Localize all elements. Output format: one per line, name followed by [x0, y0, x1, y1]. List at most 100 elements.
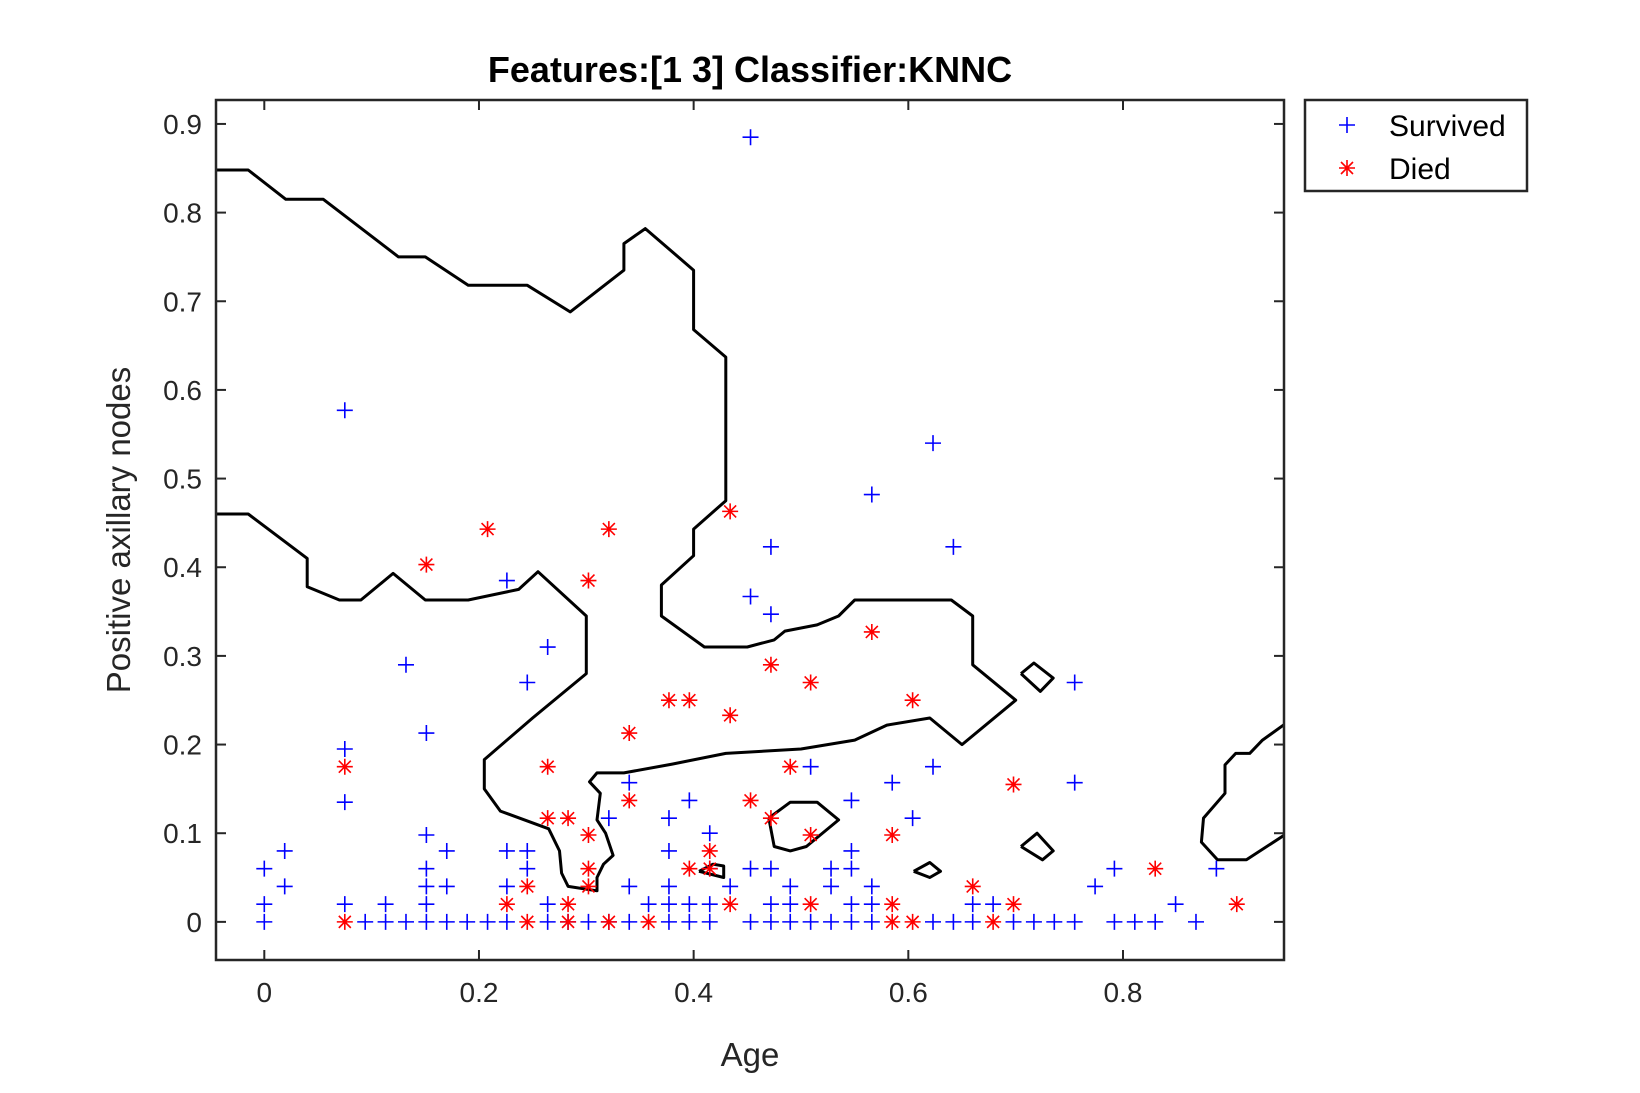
died-point — [479, 521, 496, 538]
y-tick-label: 0 — [186, 907, 202, 938]
legend: Survived Died — [1303, 98, 1529, 193]
survived-point — [681, 913, 698, 930]
survived-point — [660, 896, 677, 913]
survived-point — [762, 896, 779, 913]
survived-point — [539, 896, 556, 913]
died-point — [802, 896, 819, 913]
died-point — [621, 792, 638, 809]
survived-point — [823, 860, 840, 877]
died-point — [884, 913, 901, 930]
survived-point — [539, 639, 556, 656]
survived-point — [782, 896, 799, 913]
survived-point — [660, 842, 677, 859]
survived-point — [843, 896, 860, 913]
died-point — [884, 826, 901, 843]
survived-point — [1066, 913, 1083, 930]
survived-point — [762, 860, 779, 877]
boundary-contour — [1199, 722, 1284, 862]
survived-point — [498, 842, 515, 859]
died-point — [336, 913, 353, 930]
legend-survived-marker — [1339, 117, 1355, 133]
survived-point — [782, 913, 799, 930]
x-tick-label: 0 — [257, 977, 273, 1008]
survived-point — [418, 826, 435, 843]
died-point — [539, 758, 556, 775]
survived-point — [742, 588, 759, 605]
survived-point — [863, 913, 880, 930]
decision-boundary — [216, 168, 1284, 893]
survived-point — [256, 860, 273, 877]
died-point — [802, 826, 819, 843]
survived-point — [782, 878, 799, 895]
survived-point — [1106, 860, 1123, 877]
died-point — [560, 896, 577, 913]
survived-point — [1005, 913, 1022, 930]
survived-point — [336, 794, 353, 811]
survived-point — [438, 913, 455, 930]
died-point — [904, 913, 921, 930]
survived-point — [459, 913, 476, 930]
survived-point — [600, 810, 617, 827]
survived-point — [945, 538, 962, 555]
died-point — [539, 810, 556, 827]
died-point — [1228, 896, 1245, 913]
survived-point — [418, 725, 435, 742]
x-tick-label: 0.6 — [889, 977, 928, 1008]
survived-point — [762, 913, 779, 930]
survived-point — [621, 774, 638, 791]
died-point — [904, 692, 921, 709]
x-tick-label: 0.8 — [1104, 977, 1143, 1008]
boundary-contour — [216, 168, 1018, 893]
survived-point — [377, 896, 394, 913]
survived-point — [1147, 913, 1164, 930]
survived-point — [843, 913, 860, 930]
survived-point — [742, 860, 759, 877]
died-point — [985, 913, 1002, 930]
survived-point — [701, 896, 718, 913]
died-point — [560, 913, 577, 930]
y-tick-label: 0.6 — [163, 375, 202, 406]
died-point — [1005, 776, 1022, 793]
legend-died-glyph — [1339, 160, 1355, 176]
plot-frame — [214, 98, 1286, 962]
died-point — [660, 692, 677, 709]
died-point — [782, 758, 799, 775]
survived-point — [519, 674, 536, 691]
survived-point — [722, 878, 739, 895]
survived-point — [539, 913, 556, 930]
survived-point — [357, 913, 374, 930]
died-point — [336, 758, 353, 775]
died-point — [722, 707, 739, 724]
survived-point — [418, 878, 435, 895]
y-tick-label: 0.3 — [163, 641, 202, 672]
survived-point — [762, 538, 779, 555]
chart-title: Features:[1 3] Classifier:KNNC — [488, 49, 1012, 90]
survived-point — [640, 896, 657, 913]
survived-point — [276, 878, 293, 895]
survived-point — [964, 896, 981, 913]
survived-point — [498, 878, 515, 895]
y-tick-label: 0.2 — [163, 730, 202, 761]
y-tick-labels: 0 0.1 0.2 0.3 0.4 0.5 0.6 0.7 0.8 0.9 — [163, 109, 202, 938]
survived-point — [1025, 913, 1042, 930]
survived-point — [681, 896, 698, 913]
boundary-contour — [767, 800, 841, 853]
died-point — [701, 860, 718, 877]
survived-point — [863, 896, 880, 913]
survived-point — [681, 792, 698, 809]
survived-point — [701, 825, 718, 842]
died-point — [762, 810, 779, 827]
survived-point — [701, 913, 718, 930]
survived-point — [742, 129, 759, 146]
survived-point — [418, 913, 435, 930]
legend-survived-label: Survived — [1389, 110, 1506, 143]
survived-point — [256, 913, 273, 930]
survived-point — [863, 878, 880, 895]
survived-point — [802, 758, 819, 775]
died-point — [762, 656, 779, 673]
y-tick-label: 0.8 — [163, 198, 202, 229]
legend-died-marker — [1339, 160, 1355, 176]
survived-point — [336, 896, 353, 913]
survived-point — [336, 402, 353, 419]
survived-point — [660, 810, 677, 827]
